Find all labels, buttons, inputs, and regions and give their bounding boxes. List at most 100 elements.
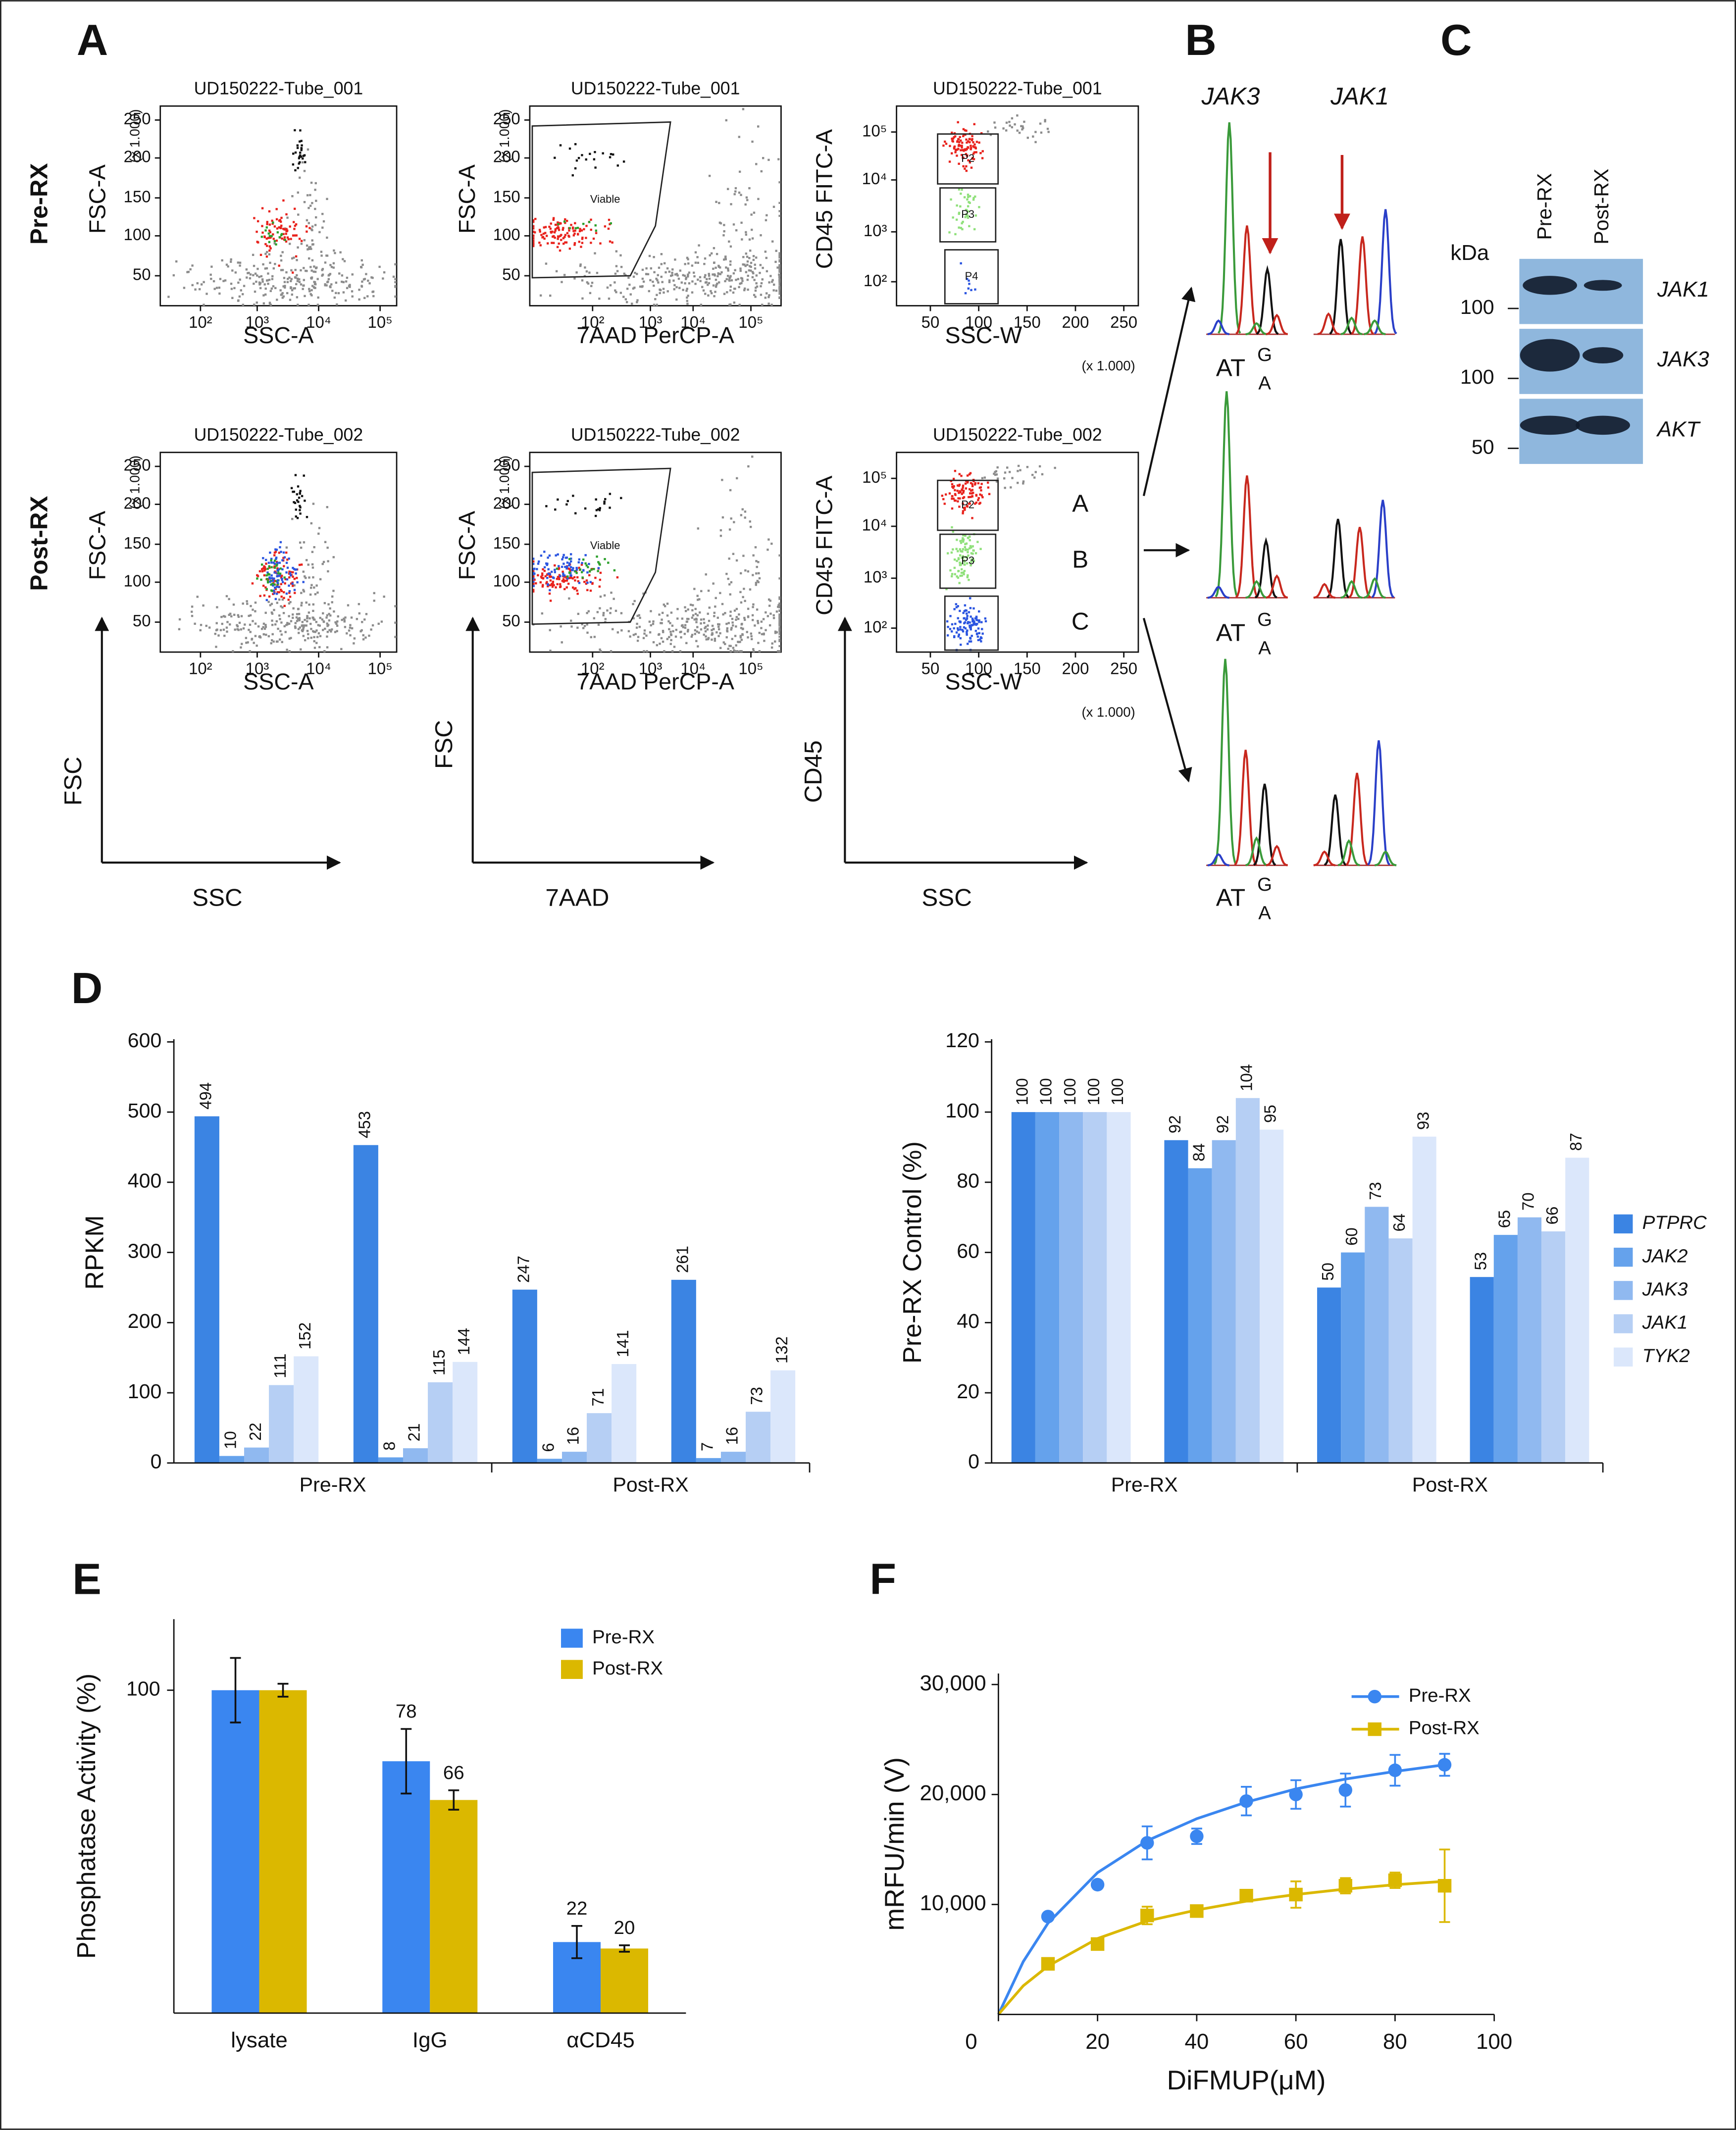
event-dot [328, 629, 331, 631]
event-dot [728, 240, 730, 243]
event-dot [297, 617, 299, 620]
event-dot [691, 634, 694, 636]
bar [1259, 1129, 1284, 1463]
event-dot [365, 273, 367, 275]
marker-label: 50 [1472, 435, 1494, 458]
event-dot [740, 572, 742, 575]
event-dot [351, 295, 354, 298]
event-dot [210, 265, 213, 268]
event-dot [255, 280, 257, 283]
event-dot [957, 550, 959, 553]
event-dot [704, 293, 707, 295]
event-dot [285, 561, 288, 564]
event-dot [761, 304, 764, 306]
event-dot [961, 539, 964, 542]
allele-label: A [1258, 638, 1271, 659]
event-dot [382, 277, 384, 280]
event-dot [588, 570, 591, 573]
event-dot [278, 561, 281, 564]
event-dot [751, 140, 754, 143]
event-dot [643, 650, 645, 653]
event-dot [959, 563, 962, 566]
event-dot [695, 640, 698, 642]
event-dot [778, 289, 781, 292]
event-dot [725, 278, 728, 281]
event-dot [249, 614, 252, 616]
event-dot [565, 576, 567, 579]
event-dot [658, 633, 661, 636]
event-dot [286, 281, 289, 283]
event-dot [719, 632, 721, 635]
event-dot [615, 250, 618, 253]
event-dot [954, 499, 957, 502]
event-dot [690, 635, 693, 638]
event-dot [967, 205, 970, 207]
event-dot [666, 614, 669, 617]
event-dot [717, 625, 720, 628]
event-dot [740, 627, 743, 629]
event-dot [746, 263, 749, 266]
event-dot [753, 279, 756, 281]
event-dot [321, 212, 324, 215]
bar [1035, 1112, 1060, 1463]
event-dot [666, 603, 669, 605]
plot-title: UD150222-Tube_001 [194, 79, 363, 99]
event-dot [309, 622, 312, 625]
event-dot [308, 617, 311, 620]
event-dot [254, 610, 256, 612]
event-dot [955, 149, 957, 152]
event-dot [775, 250, 777, 252]
event-dot [322, 612, 324, 614]
event-dot [968, 640, 971, 643]
event-dot [738, 191, 741, 194]
value-label: 141 [613, 1330, 632, 1357]
gate-label: P2 [961, 152, 974, 164]
event-dot [972, 141, 974, 144]
chromatogram-peak [1363, 319, 1386, 336]
event-dot [749, 520, 751, 523]
event-dot [610, 153, 613, 155]
event-dot [280, 621, 283, 624]
chromatogram-peak [1217, 122, 1241, 334]
event-dot [611, 241, 613, 244]
event-dot [641, 286, 643, 288]
event-dot [552, 218, 555, 221]
event-dot [965, 542, 968, 545]
event-dot [187, 270, 190, 273]
event-dot [610, 591, 613, 594]
event-dot [540, 576, 543, 579]
y-tick-label: 200 [124, 148, 151, 166]
y-tick-label: 200 [493, 494, 520, 512]
event-dot [1017, 482, 1019, 484]
event-dot [655, 277, 658, 280]
y-tick-label: 400 [128, 1169, 162, 1192]
event-dot [270, 558, 273, 560]
event-dot [194, 288, 197, 291]
event-dot [715, 284, 717, 287]
event-dot [716, 282, 718, 285]
event-dot [213, 288, 216, 290]
x-axis-label: 7AAD PerCP-A [576, 668, 734, 694]
event-dot [732, 553, 735, 555]
event-dot [280, 590, 283, 592]
gate-label: Viable [590, 539, 620, 552]
event-dot [1002, 127, 1005, 130]
event-dot [616, 164, 619, 167]
event-dot [315, 216, 317, 219]
event-dot [282, 611, 285, 614]
y-tick-label: 150 [493, 187, 520, 205]
event-dot [697, 645, 699, 648]
event-dot [294, 129, 296, 132]
blot-band [1576, 415, 1631, 435]
event-dot [620, 629, 623, 632]
event-dot [758, 577, 761, 580]
value-label: 100 [1037, 1078, 1055, 1105]
event-dot [362, 634, 364, 637]
event-dot [307, 304, 310, 306]
event-dot [685, 276, 688, 279]
event-dot [604, 498, 607, 501]
event-dot [236, 625, 239, 628]
event-dot [322, 629, 324, 631]
event-dot [979, 502, 981, 504]
event-dot [308, 257, 310, 260]
